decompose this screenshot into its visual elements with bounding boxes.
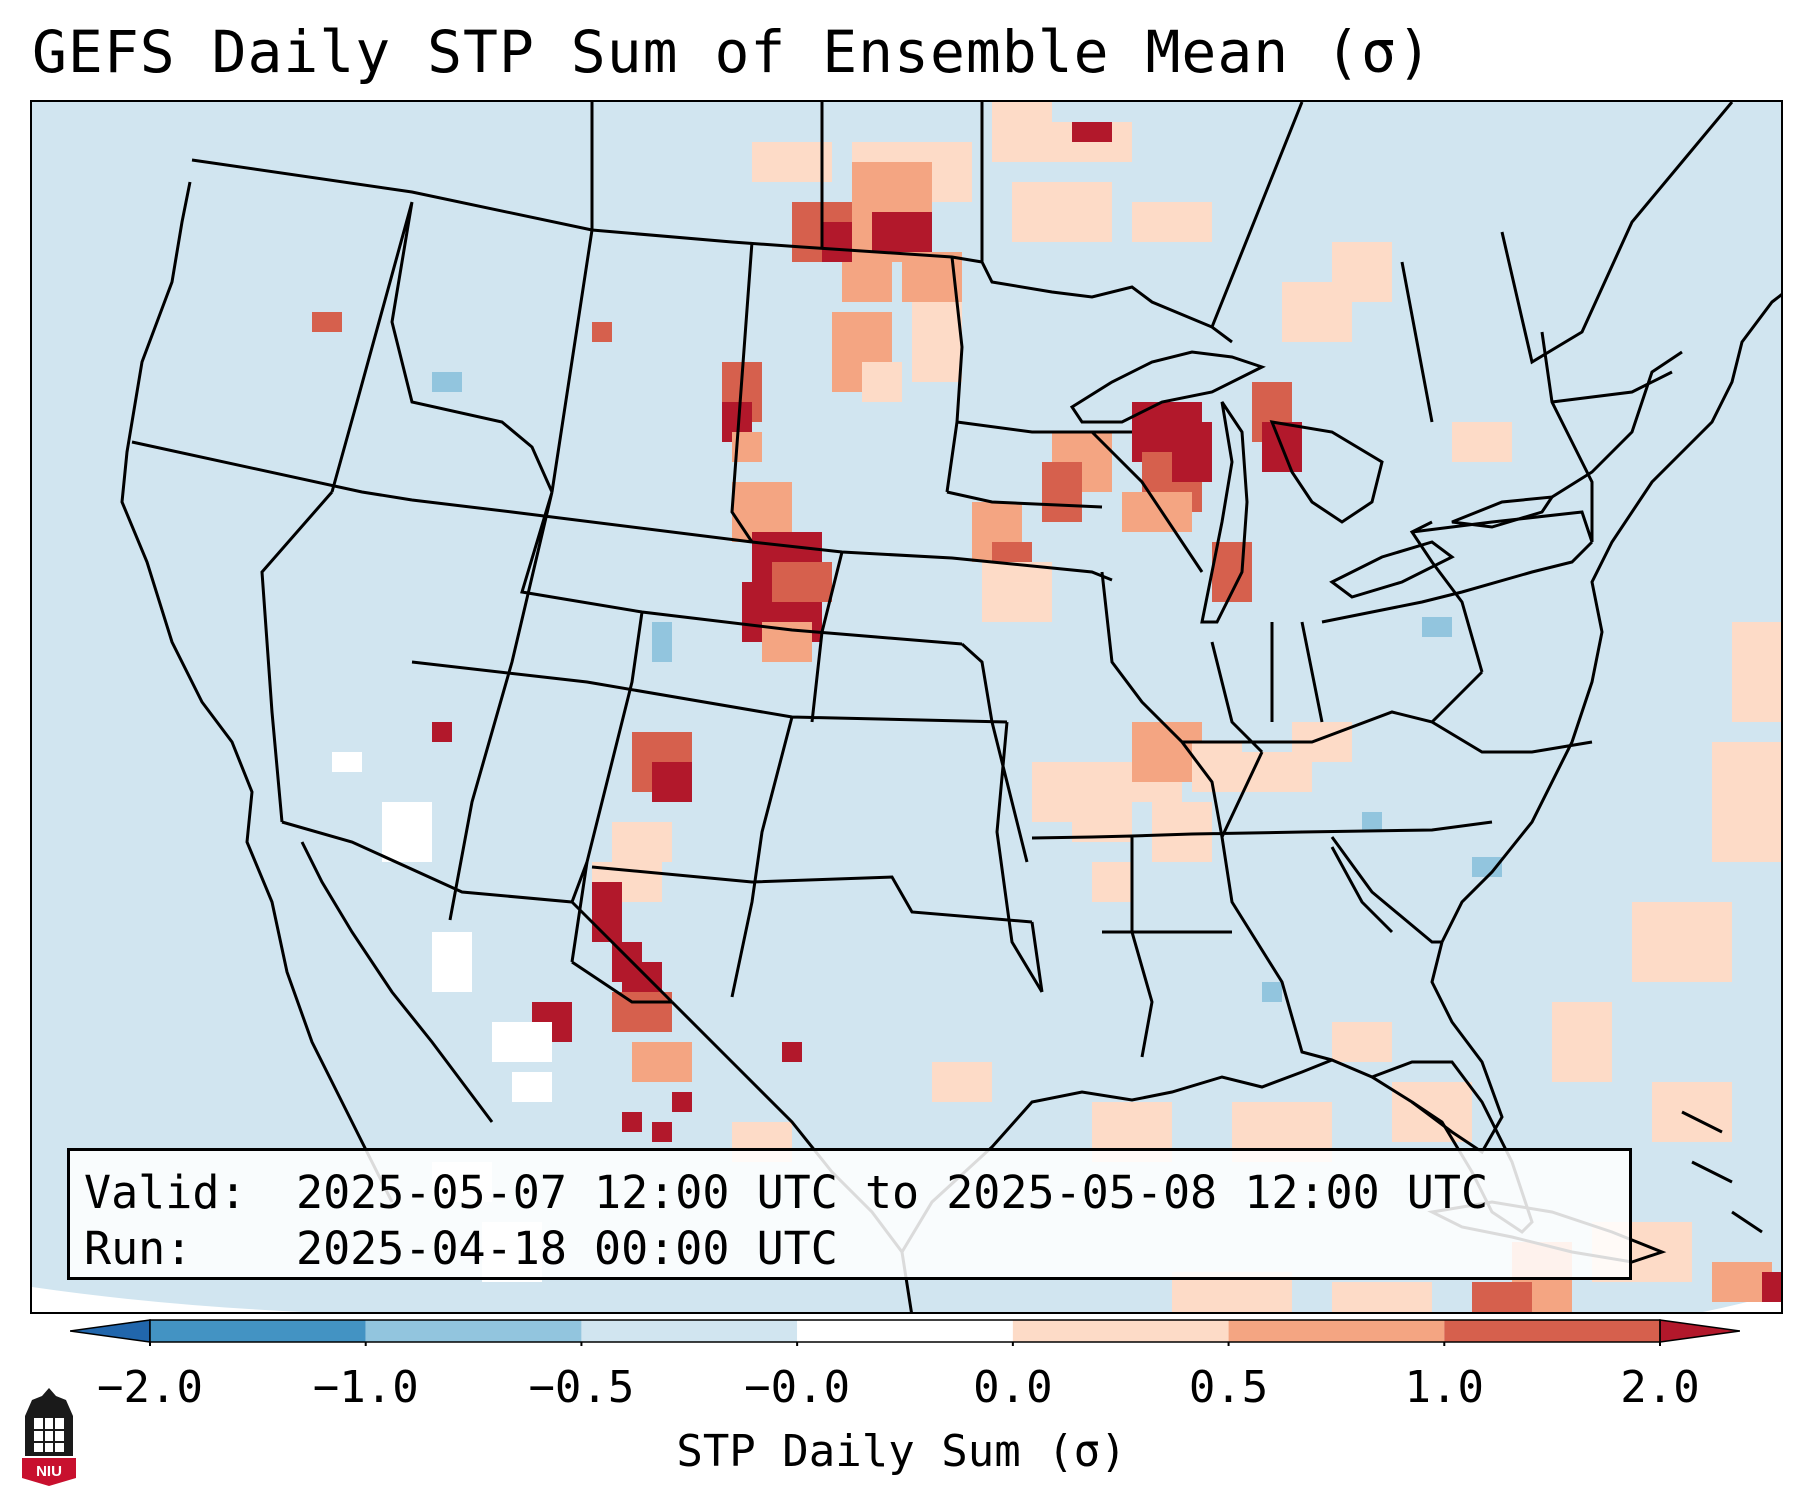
run-label: Run: [84,1222,193,1275]
anomaly-cell [1122,492,1192,532]
colorbar-tick-label: 1.0 [1404,1362,1485,1413]
colorbar-tick-label: −2.0 [97,1362,203,1413]
anomaly-cell [492,1022,552,1062]
pacific-coastline [120,181,394,1203]
colorbar-tick-label: −0.0 [744,1362,851,1413]
colorbar-segment [1444,1320,1660,1342]
colorbar-tick-label: 0.5 [1188,1362,1269,1413]
anomaly-cell [382,802,432,862]
anomaly-cell [612,992,672,1032]
colorbar-segment [1012,1320,1229,1342]
baja-coast [300,841,494,1123]
canada-us-border [191,158,1233,344]
anomaly-cell [982,562,1052,622]
anomaly-cell [1362,812,1382,832]
niu-tower-logo-icon: NIU [22,1388,76,1486]
anomaly-cell [992,102,1052,122]
anomaly-cell [1332,1282,1432,1312]
anomaly-cell [1472,1282,1532,1312]
lake-huron [1269,420,1384,524]
anomaly-cell [1042,462,1082,522]
anomaly-cell [592,882,622,942]
anomaly-cell [1332,242,1392,302]
anomaly-cell [652,762,692,802]
anomaly-cell [1332,1022,1392,1062]
colorbar-tick-label: 2.0 [1620,1362,1700,1413]
us-mexico-border [281,820,674,1004]
projection-edge-bottom-right [1702,1293,1781,1312]
anomaly-cell [1452,422,1512,462]
anomaly-cell [1392,1082,1472,1142]
anomaly-cell [332,752,362,772]
valid-run-info-box: Valid: 2025-05-07 12:00 UTC to 2025-05-08… [67,1148,1632,1280]
anomaly-cell [872,212,932,252]
valid-time-range: 2025-05-07 12:00 UTC to 2025-05-08 12:00… [296,1166,1489,1219]
anomaly-cell [1152,802,1212,862]
anomaly-cell [842,262,892,302]
anomaly-cell [592,322,612,342]
colorbar [70,1319,1740,1346]
anomaly-cell [1422,617,1452,637]
anomaly-cell [772,562,832,602]
svg-text:NIU: NIU [36,1463,62,1480]
anomaly-cell [1712,742,1781,862]
lake-michigan [1200,401,1249,624]
anomaly-cell [432,722,452,742]
anomaly-cell [432,372,462,392]
caribbean-islands [1681,1110,1763,1234]
anomaly-cell [912,302,962,382]
lake-ontario [1451,495,1556,529]
state-borders [131,201,1683,1062]
colorbar-label: STP Daily Sum (σ) [676,1426,1127,1477]
anomaly-cell [652,1122,672,1142]
anomaly-cell [932,1062,992,1102]
anomaly-cell [512,1072,552,1102]
canada-province-lines [590,102,1734,423]
colorbar-tick-label: −1.0 [312,1362,419,1413]
anomaly-cell [862,362,902,402]
anomaly-cell [312,312,342,332]
colorbar-extend-high [1659,1319,1740,1343]
valid-label: Valid: [84,1166,247,1219]
anomaly-cell [622,1112,642,1132]
anomaly-cell [1472,857,1502,877]
map-panel [30,100,1783,1314]
anomaly-cell [1072,122,1112,142]
anomaly-cell [632,1042,692,1082]
map-canvas [32,102,1781,1312]
anomaly-cell [432,932,472,992]
run-time: 2025-04-18 00:00 UTC [296,1222,838,1275]
atlantic-coastline [1440,293,1781,943]
colorbar-segment [150,1320,366,1342]
anomaly-cell [672,1092,692,1112]
anomaly-cell [652,622,672,662]
anomaly-cell [1092,862,1132,902]
projection-edge-bottom-left [32,1287,304,1312]
anomaly-cell [1632,902,1732,982]
colorbar-segment [365,1320,582,1342]
colorbar-segment [1228,1320,1445,1342]
anomaly-cell [1652,1082,1732,1142]
colorbar-segment [797,1320,1013,1342]
anomaly-cell [1262,982,1282,1002]
anomaly-cells [312,102,1781,1312]
anomaly-cell [1762,1272,1781,1302]
anomaly-cell [782,1042,802,1062]
colorbar-segment [581,1320,798,1342]
lake-superior [1069,350,1266,424]
anomaly-cell [752,142,832,182]
colorbar-tick-label: −0.5 [528,1362,635,1413]
anomaly-cell [1132,202,1212,242]
anomaly-cell [1172,422,1212,482]
anomaly-cell [1132,722,1202,782]
colorbar-extend-low [70,1319,151,1343]
plot-title: GEFS Daily STP Sum of Ensemble Mean (σ) [32,18,1433,86]
colorbar-tick-label: 0.0 [973,1362,1053,1413]
anomaly-cell [612,822,672,862]
lake-erie [1329,540,1455,599]
anomaly-cell [1732,622,1781,722]
anomaly-cell [1012,182,1112,242]
anomaly-cell [1552,1002,1612,1082]
